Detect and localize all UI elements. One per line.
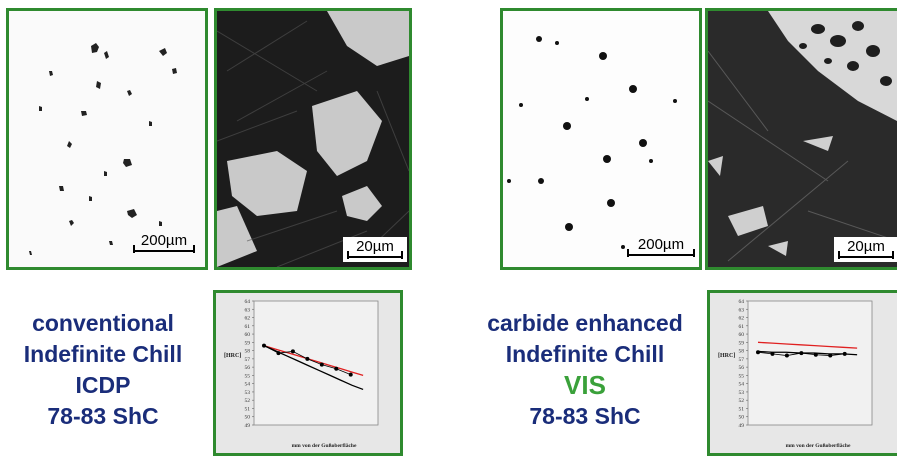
y-tick-label: 59: [739, 340, 745, 346]
scale-label: 200µm: [133, 233, 195, 249]
scale-bar-line: [347, 256, 403, 258]
scale-bar-line: [133, 250, 195, 252]
y-tick-label: 51: [245, 406, 251, 412]
data-point: [814, 353, 818, 357]
data-point: [262, 344, 266, 348]
caption-line-2: Indefinite Chill: [0, 339, 206, 370]
y-tick-label: 49: [245, 423, 251, 429]
y-tick-label: 64: [245, 299, 251, 305]
caption-line-2: Indefinite Chill: [462, 339, 708, 370]
y-tick-label: 53: [245, 390, 251, 396]
micrograph-left-low: 200µm: [6, 8, 208, 270]
y-tick-label: 57: [739, 357, 745, 363]
y-tick-label: 63: [245, 307, 251, 313]
caption-line-3: ICDP: [0, 370, 206, 401]
y-tick-label: 62: [739, 316, 745, 322]
y-tick-label: 53: [739, 390, 745, 396]
data-point: [756, 350, 760, 354]
scale-bar-line: [627, 254, 695, 256]
scale-bar-left-high: 20µm: [343, 237, 407, 262]
y-tick-label: 50: [245, 415, 251, 421]
y-tick-label: 56: [245, 365, 251, 371]
micrograph-right-low: 200µm: [500, 8, 702, 270]
plot-area: [748, 301, 872, 425]
y-tick-label: 50: [739, 415, 745, 421]
x-axis-label: mm von der Gußoberfläche: [786, 443, 851, 449]
scale-bar-left-low: 200µm: [133, 233, 195, 252]
y-axis-label: [HRC]: [718, 353, 735, 359]
y-tick-label: 61: [245, 324, 251, 330]
data-point: [349, 373, 353, 377]
y-tick-label: 52: [245, 398, 251, 404]
y-tick-label: 56: [739, 365, 745, 371]
hardness-chart-right: 64 63 62 61 60 59 58 57 56 55 54 53 52 51 50 49 [HRC] mm …: [707, 290, 897, 456]
micrograph-right-high: 20µm: [705, 8, 897, 270]
micrograph-right-low-image: [503, 11, 699, 267]
y-tick-label: 52: [739, 398, 745, 404]
data-point: [320, 363, 324, 367]
data-point: [843, 352, 847, 356]
caption-line-4: 78-83 ShC: [0, 401, 206, 432]
plot-area: [254, 301, 378, 425]
caption-conventional: conventional Indefinite Chill ICDP 78-83…: [0, 308, 206, 432]
hardness-chart-left: 64 63 62 61 60 59 58 57 56 55 54 53 52 51 50 49 [HRC] mm …: [213, 290, 403, 456]
y-tick-label: 54: [739, 382, 745, 388]
y-tick-label: 60: [245, 332, 251, 338]
hardness-chart-left-svg: 64 63 62 61 60 59 58 57 56 55 54 53 52 51 50 49 [HRC] mm …: [216, 293, 400, 453]
y-tick-label: 59: [245, 340, 251, 346]
x-axis-label: mm von der Gußoberfläche: [292, 443, 357, 449]
y-tick-label: 61: [739, 324, 745, 330]
micrograph-left-high: 20µm: [214, 8, 412, 270]
scale-bar-line: [838, 256, 894, 258]
data-point: [828, 354, 832, 358]
data-point: [799, 351, 803, 355]
y-tick-label: 55: [245, 373, 251, 379]
data-point: [276, 351, 280, 355]
scale-label: 200µm: [627, 237, 695, 253]
micrograph-left-high-image: [217, 11, 409, 267]
scale-bar-right-low: 200µm: [627, 237, 695, 256]
caption-line-1: carbide enhanced: [462, 308, 708, 339]
data-point: [291, 349, 295, 353]
y-tick-label: 55: [739, 373, 745, 379]
hardness-chart-right-svg: 64 63 62 61 60 59 58 57 56 55 54 53 52 51 50 49 [HRC] mm …: [710, 293, 897, 453]
data-point: [785, 354, 789, 358]
scale-label: 20µm: [838, 239, 894, 255]
data-point: [334, 367, 338, 371]
micrograph-right-high-image: [708, 11, 897, 267]
caption-line-1: conventional: [0, 308, 206, 339]
y-tick-label: 58: [739, 349, 745, 355]
scale-label: 20µm: [347, 239, 403, 255]
y-tick-label: 57: [245, 357, 251, 363]
micrograph-left-low-image: [9, 11, 205, 267]
data-point: [305, 357, 309, 361]
y-tick-label: 51: [739, 406, 745, 412]
y-tick-label: 60: [739, 332, 745, 338]
y-tick-label: 58: [245, 349, 251, 355]
y-tick-label: 54: [245, 382, 251, 388]
data-point: [770, 352, 774, 356]
y-axis-label: [HRC]: [224, 353, 241, 359]
scale-bar-right-high: 20µm: [834, 237, 897, 262]
caption-line-4: 78-83 ShC: [462, 401, 708, 432]
caption-carbide-enhanced: carbide enhanced Indefinite Chill VIS 78…: [462, 308, 708, 432]
y-tick-label: 64: [739, 299, 745, 305]
y-tick-label: 62: [245, 316, 251, 322]
y-tick-label: 63: [739, 307, 745, 313]
caption-line-3-vis: VIS: [462, 370, 708, 401]
y-tick-label: 49: [739, 423, 745, 429]
